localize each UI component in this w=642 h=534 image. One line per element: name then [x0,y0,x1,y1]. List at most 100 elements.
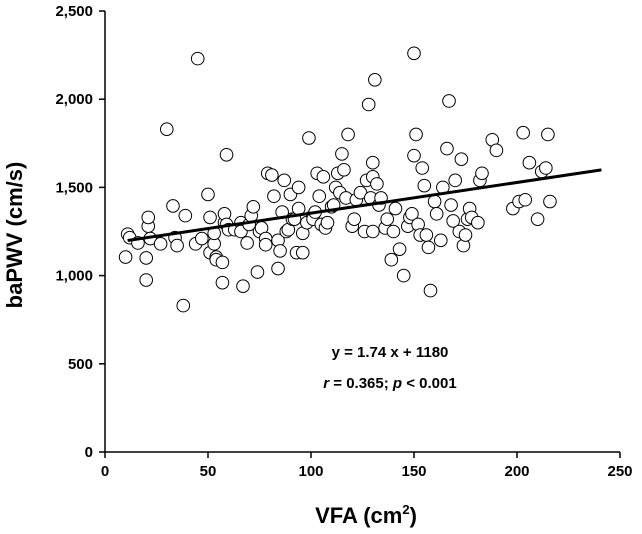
data-point [522,155,537,170]
y-tick-label: 2,000 [55,91,93,108]
data-point [361,97,376,112]
data-point [448,173,463,188]
data-point [316,170,331,184]
ticks: 0 500 1,000 1,500 2,000 2,500 0 50 100 150 200 250 [55,3,632,480]
y-tick-label: 1,500 [55,179,93,196]
data-point [541,127,555,142]
data-point [271,261,285,276]
data-point [277,173,292,188]
stats-r-text: = 0.365; [329,375,393,392]
regression-stats: r = 0.365; p < 0.001 [323,375,456,392]
data-point [539,161,553,175]
data-point [396,268,411,283]
data-point [444,198,458,212]
y-tick-label: 2,500 [55,3,93,20]
data-point [471,215,485,230]
data-point [409,127,423,142]
data-point [258,237,273,252]
data-point [176,298,191,313]
y-tick-label: 500 [68,356,93,373]
data-point [201,187,215,202]
data-point [384,252,399,267]
x-tick-label: 250 [607,463,632,480]
data-point [458,228,473,242]
x-tick-label: 50 [200,463,217,480]
data-point [475,166,489,181]
x-axis-title-main: VFA (cm [315,503,402,528]
data-point [530,212,545,226]
data-points [118,46,557,313]
data-point [265,168,279,182]
data-point [386,224,401,239]
data-point [454,152,469,166]
data-point [417,178,432,193]
data-point [267,189,281,204]
data-point [295,245,310,260]
data-point [347,212,362,226]
data-point [489,143,504,158]
data-point [392,242,407,256]
data-point [366,224,380,239]
data-point [543,194,557,209]
x-axis-title-close: ) [410,503,417,528]
data-point [419,228,434,242]
data-point [366,155,380,170]
data-point [407,148,421,163]
data-point [442,94,456,108]
data-point [516,125,530,140]
data-point [250,265,265,279]
data-point [405,207,419,221]
data-point [518,192,533,207]
data-point [407,46,421,61]
data-point [139,251,153,265]
x-tick-label: 150 [401,463,426,480]
data-point [368,72,382,87]
data-point [433,233,448,248]
stats-p-symbol: p [392,375,402,392]
data-point [203,210,217,225]
data-point [190,51,205,66]
data-point [429,207,444,221]
data-point [236,279,250,293]
data-point [141,210,156,225]
data-point [335,147,349,161]
data-point [380,212,395,226]
data-point [178,208,193,223]
data-point [337,162,351,177]
data-point [370,177,384,191]
data-point [440,141,454,156]
data-point [219,147,234,162]
data-point [118,250,133,264]
x-tick-label: 200 [504,463,529,480]
regression-equation: y = 1.74 x + 1180 [332,344,449,361]
data-point [312,189,327,204]
data-point [246,200,261,214]
data-point [291,180,306,195]
data-point [302,131,316,145]
data-point [195,231,209,246]
axes [104,11,620,453]
data-point [160,122,174,136]
data-point [215,275,230,290]
stats-p-text: < 0.001 [402,375,457,392]
y-tick-label: 0 [85,444,93,461]
y-axis-title: baPWV (cm/s) [2,162,27,309]
regression-line [127,168,602,242]
data-point [415,161,430,175]
data-point [341,127,355,142]
data-point [240,236,254,250]
data-point [423,283,438,298]
data-point [320,215,335,230]
x-axis-title-superscript: 2 [402,502,409,517]
y-tick-label: 1,000 [55,268,93,285]
data-point [388,201,403,216]
data-point [166,199,180,213]
x-tick-label: 100 [298,463,323,480]
x-axis-title: VFA (cm2) [315,502,417,528]
data-point [446,214,460,228]
data-point [427,194,442,209]
data-point [421,240,436,255]
stats-r-symbol: r [323,375,330,392]
data-point [215,255,230,270]
